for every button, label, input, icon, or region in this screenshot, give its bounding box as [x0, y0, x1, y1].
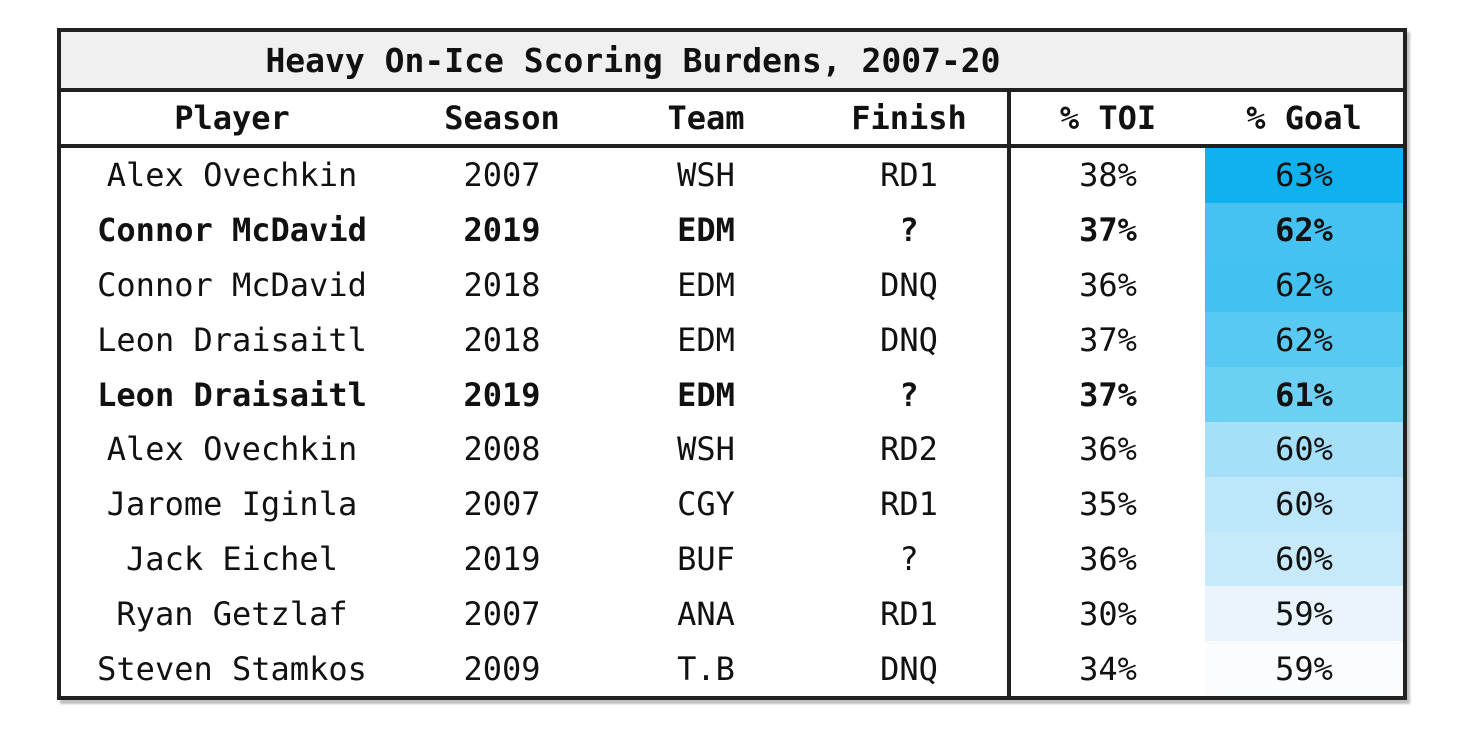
cell-goal: 61% [1205, 367, 1403, 422]
table-row: Ryan Getzlaf 2007 ANA RD1 30% 59% [61, 586, 1403, 642]
cell-finish: DNQ [880, 320, 938, 359]
cell-goal: 62% [1205, 312, 1403, 368]
table-row: Steven Stamkos 2009 T.B DNQ 34% 59% [61, 641, 1403, 696]
cell-team: BUF [677, 539, 735, 578]
cell-finish: RD1 [880, 594, 938, 633]
cell-player: Leon Draisaitl [97, 320, 367, 359]
cell-team: WSH [677, 156, 735, 195]
cell-season: 2018 [463, 320, 541, 359]
cell-player: Leon Draisaitl [97, 375, 367, 414]
table-title: Heavy On-Ice Scoring Burdens, 2007-20 [265, 40, 1001, 80]
cell-goal: 63% [1205, 148, 1403, 203]
cell-toi: 36% [1007, 257, 1205, 313]
table-row: Leon Draisaitl 2018 EDM DNQ 37% 62% [61, 312, 1403, 368]
cell-player: Connor McDavid [97, 211, 367, 250]
cell-toi: 37% [1007, 312, 1205, 368]
cell-player: Alex Ovechkin [106, 156, 358, 195]
table-row: Jarome Iginla 2007 CGY RD1 35% 60% [61, 476, 1403, 532]
cell-goal: 60% [1205, 476, 1403, 532]
table-body: Alex Ovechkin 2007 WSH RD1 38% 63% Conno… [61, 148, 1403, 696]
column-header-season: Season [444, 99, 560, 137]
cell-finish: RD1 [880, 156, 938, 195]
cell-finish: DNQ [880, 649, 938, 688]
cell-toi: 37% [1007, 367, 1205, 422]
cell-player: Alex Ovechkin [106, 430, 358, 469]
cell-season: 2018 [463, 265, 541, 304]
cell-season: 2008 [463, 430, 541, 469]
cell-finish: ? [899, 539, 919, 578]
cell-toi: 34% [1007, 641, 1205, 696]
cell-goal: 62% [1205, 202, 1403, 258]
table-row: Connor McDavid 2019 EDM ? 37% 62% [61, 202, 1403, 258]
cell-goal: 62% [1205, 257, 1403, 313]
cell-toi: 30% [1007, 586, 1205, 642]
cell-team: EDM [677, 375, 735, 414]
cell-finish: ? [899, 211, 919, 250]
cell-season: 2007 [463, 594, 541, 633]
scoring-burden-table: Heavy On-Ice Scoring Burdens, 2007-20 Pl… [57, 28, 1407, 700]
cell-toi: 37% [1007, 202, 1205, 258]
cell-team: WSH [677, 430, 735, 469]
cell-finish: DNQ [880, 265, 938, 304]
cell-player: Ryan Getzlaf [116, 594, 348, 633]
table-row: Alex Ovechkin 2008 WSH RD2 36% 60% [61, 421, 1403, 477]
cell-season: 2009 [463, 649, 541, 688]
cell-finish: RD1 [880, 485, 938, 524]
column-header-finish: Finish [851, 99, 967, 137]
cell-team: T.B [677, 649, 735, 688]
cell-player: Jack Eichel [126, 539, 338, 578]
column-header-toi: % TOI [1007, 92, 1205, 144]
cell-season: 2019 [463, 539, 541, 578]
table-row: Connor McDavid 2018 EDM DNQ 36% 62% [61, 257, 1403, 313]
cell-team: CGY [677, 485, 735, 524]
cell-finish: ? [899, 375, 919, 414]
cell-toi: 38% [1007, 148, 1205, 203]
cell-finish: RD2 [880, 430, 938, 469]
cell-toi: 36% [1007, 421, 1205, 477]
table-row: Alex Ovechkin 2007 WSH RD1 38% 63% [61, 148, 1403, 203]
cell-goal: 59% [1205, 586, 1403, 642]
cell-season: 2007 [463, 156, 541, 195]
cell-season: 2019 [463, 375, 541, 414]
column-header-player: Player [174, 99, 290, 137]
cell-toi: 36% [1007, 531, 1205, 587]
cell-team: EDM [677, 211, 735, 250]
cell-team: EDM [677, 320, 735, 359]
cell-player: Jarome Iginla [106, 485, 358, 524]
table-header-row: Player Season Team Finish % TOI % Goal [61, 92, 1403, 148]
table-title-row: Heavy On-Ice Scoring Burdens, 2007-20 [61, 32, 1403, 92]
cell-season: 2007 [463, 485, 541, 524]
cell-season: 2019 [463, 211, 541, 250]
column-header-goal: % Goal [1246, 99, 1362, 137]
column-header-team: Team [667, 99, 745, 137]
cell-toi: 35% [1007, 476, 1205, 532]
cell-goal: 59% [1205, 641, 1403, 696]
table-title-spacer [1205, 32, 1403, 88]
cell-team: EDM [677, 265, 735, 304]
cell-goal: 60% [1205, 421, 1403, 477]
cell-goal: 60% [1205, 531, 1403, 587]
table-row: Jack Eichel 2019 BUF ? 36% 60% [61, 531, 1403, 587]
cell-player: Connor McDavid [97, 265, 367, 304]
cell-team: ANA [677, 594, 735, 633]
cell-player: Steven Stamkos [97, 649, 367, 688]
table-row: Leon Draisaitl 2019 EDM ? 37% 61% [61, 367, 1403, 422]
